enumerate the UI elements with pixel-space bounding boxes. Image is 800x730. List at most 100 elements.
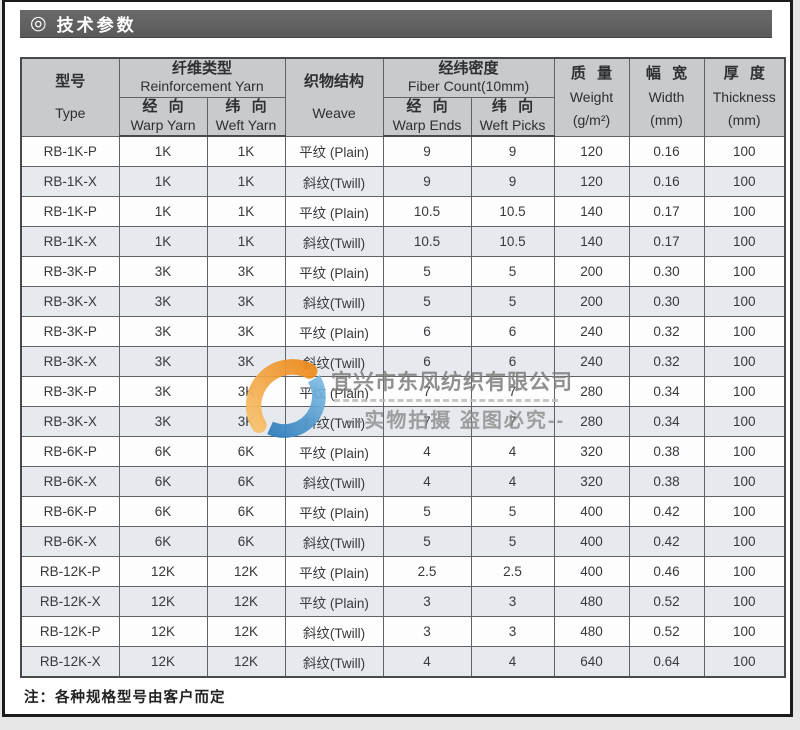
table-cell: RB-12K-P (20, 616, 120, 647)
table-row: RB-12K-P 12K 12K 平纹 (Plain) 2.5 2.5 400 0.46 100 (20, 556, 786, 587)
col-header-thickness: 厚 度 Thickness (mm) (703, 57, 786, 137)
table-cell: 7 (382, 376, 472, 407)
table-cell: RB-3K-P (20, 376, 120, 407)
table-cell: 12K (206, 586, 286, 617)
weight-en: Weight (569, 89, 614, 106)
table-cell: 240 (553, 316, 630, 347)
table-cell: 6K (118, 526, 208, 557)
table-cell: 3K (118, 286, 208, 317)
table-cell: 0.38 (628, 466, 705, 497)
table-cell: 12K (206, 556, 286, 587)
table-cell: 140 (553, 196, 630, 227)
col-group-reinforcement-yarn: 纤维类型 Reinforcement Yarn (118, 57, 286, 98)
table-row: RB-1K-P 1K 1K 平纹 (Plain) 9 9 120 0.16 100 (20, 135, 786, 167)
table-body: RB-1K-P 1K 1K 平纹 (Plain) 9 9 120 0.16 100 RB-1K-X… (20, 135, 786, 678)
table-cell: 斜纹(Twill) (284, 616, 384, 647)
table-cell: 0.16 (628, 166, 705, 197)
table-cell: RB-12K-P (20, 556, 120, 587)
weft-yarn-zh: 纬 向 (225, 98, 267, 116)
table-cell: 9 (382, 166, 472, 197)
weft-picks-zh: 纬 向 (491, 98, 534, 116)
col-header-weight: 质 量 Weight (g/m²) (553, 57, 630, 137)
table-cell: RB-3K-X (20, 406, 120, 437)
table-cell: 4 (470, 436, 555, 467)
table-cell: 7 (470, 376, 555, 407)
warp-yarn-zh: 经 向 (142, 98, 184, 116)
table-cell: 斜纹(Twill) (284, 226, 384, 257)
table-cell: 0.42 (628, 496, 705, 527)
table-cell: 100 (703, 256, 786, 287)
table-cell: 12K (118, 556, 208, 587)
table-cell: 100 (703, 376, 786, 407)
table-cell: 1K (206, 166, 286, 197)
table-cell: 640 (553, 646, 630, 678)
col-header-weft-yarn: 纬 向 Weft Yarn (206, 96, 286, 137)
table-cell: 120 (553, 166, 630, 197)
spec-table: 型号 Type 纤维类型 Reinforcement Yarn 织物结构 Wea… (20, 57, 786, 678)
table-row: RB-6K-P 6K 6K 平纹 (Plain) 5 5 400 0.42 100 (20, 496, 786, 527)
weight-zh: 质 量 (570, 64, 613, 82)
table-cell: RB-1K-P (20, 135, 120, 167)
table-cell: 平纹 (Plain) (284, 256, 384, 287)
table-cell: 3K (118, 256, 208, 287)
table-cell: 3 (470, 616, 555, 647)
table-header: 型号 Type 纤维类型 Reinforcement Yarn 织物结构 Wea… (20, 57, 786, 137)
table-cell: 平纹 (Plain) (284, 436, 384, 467)
table-cell: 0.32 (628, 346, 705, 377)
table-cell: 平纹 (Plain) (284, 316, 384, 347)
table-cell: 5 (382, 496, 472, 527)
table-cell: 100 (703, 135, 786, 167)
table-cell: 6K (206, 466, 286, 497)
table-row: RB-6K-X 6K 6K 斜纹(Twill) 4 4 320 0.38 100 (20, 466, 786, 497)
table-cell: RB-12K-X (20, 646, 120, 678)
table-cell: 12K (118, 586, 208, 617)
table-cell: 2.5 (470, 556, 555, 587)
table-cell: 100 (703, 586, 786, 617)
table-cell: 3K (206, 406, 286, 437)
weight-unit: (g/m²) (572, 112, 611, 129)
table-cell: 0.52 (628, 616, 705, 647)
table-cell: RB-1K-X (20, 166, 120, 197)
table-cell: 4 (470, 466, 555, 497)
table-cell: 10.5 (470, 226, 555, 257)
table-row: RB-3K-P 3K 3K 平纹 (Plain) 6 6 240 0.32 100 (20, 316, 786, 347)
table-cell: 6K (118, 466, 208, 497)
table-row: RB-3K-X 3K 3K 斜纹(Twill) 7 7 280 0.34 100 (20, 406, 786, 437)
table-cell: RB-6K-X (20, 466, 120, 497)
table-cell: 3 (382, 586, 472, 617)
table-row: RB-12K-X 12K 12K 平纹 (Plain) 3 3 480 0.52 100 (20, 586, 786, 617)
table-cell: 斜纹(Twill) (284, 406, 384, 437)
table-cell: 100 (703, 316, 786, 347)
table-row: RB-3K-P 3K 3K 平纹 (Plain) 5 5 200 0.30 100 (20, 256, 786, 287)
table-cell: 280 (553, 376, 630, 407)
table-cell: 480 (553, 586, 630, 617)
table-cell: RB-6K-P (20, 436, 120, 467)
table-row: RB-12K-P 12K 12K 斜纹(Twill) 3 3 480 0.52 100 (20, 616, 786, 647)
table-cell: 3K (118, 316, 208, 347)
table-cell: 4 (470, 646, 555, 678)
col-header-weave: 织物结构 Weave (284, 57, 384, 137)
table-cell: 1K (206, 226, 286, 257)
col-header-type-zh: 型号 (55, 72, 86, 90)
table-row: RB-6K-X 6K 6K 斜纹(Twill) 5 5 400 0.42 100 (20, 526, 786, 557)
table-cell: 5 (382, 256, 472, 287)
table-cell: 0.38 (628, 436, 705, 467)
warp-ends-zh: 经 向 (406, 98, 448, 116)
table-cell: RB-6K-X (20, 526, 120, 557)
table-cell: 5 (470, 496, 555, 527)
table-cell: 平纹 (Plain) (284, 196, 384, 227)
table-cell: 12K (206, 616, 286, 647)
col-header-warp-ends: 经 向 Warp Ends (382, 96, 472, 137)
table-cell: 3K (118, 406, 208, 437)
table-cell: 1K (206, 135, 286, 167)
table-row: RB-3K-X 3K 3K 斜纹(Twill) 6 6 240 0.32 100 (20, 346, 786, 377)
col-header-width: 幅 宽 Width (mm) (628, 57, 705, 137)
table-cell: 9 (382, 135, 472, 167)
table-cell: 100 (703, 226, 786, 257)
table-cell: 280 (553, 406, 630, 437)
table-cell: 4 (382, 466, 472, 497)
table-cell: 100 (703, 616, 786, 647)
table-cell: 0.32 (628, 316, 705, 347)
table-cell: 斜纹(Twill) (284, 166, 384, 197)
table-cell: 5 (470, 256, 555, 287)
